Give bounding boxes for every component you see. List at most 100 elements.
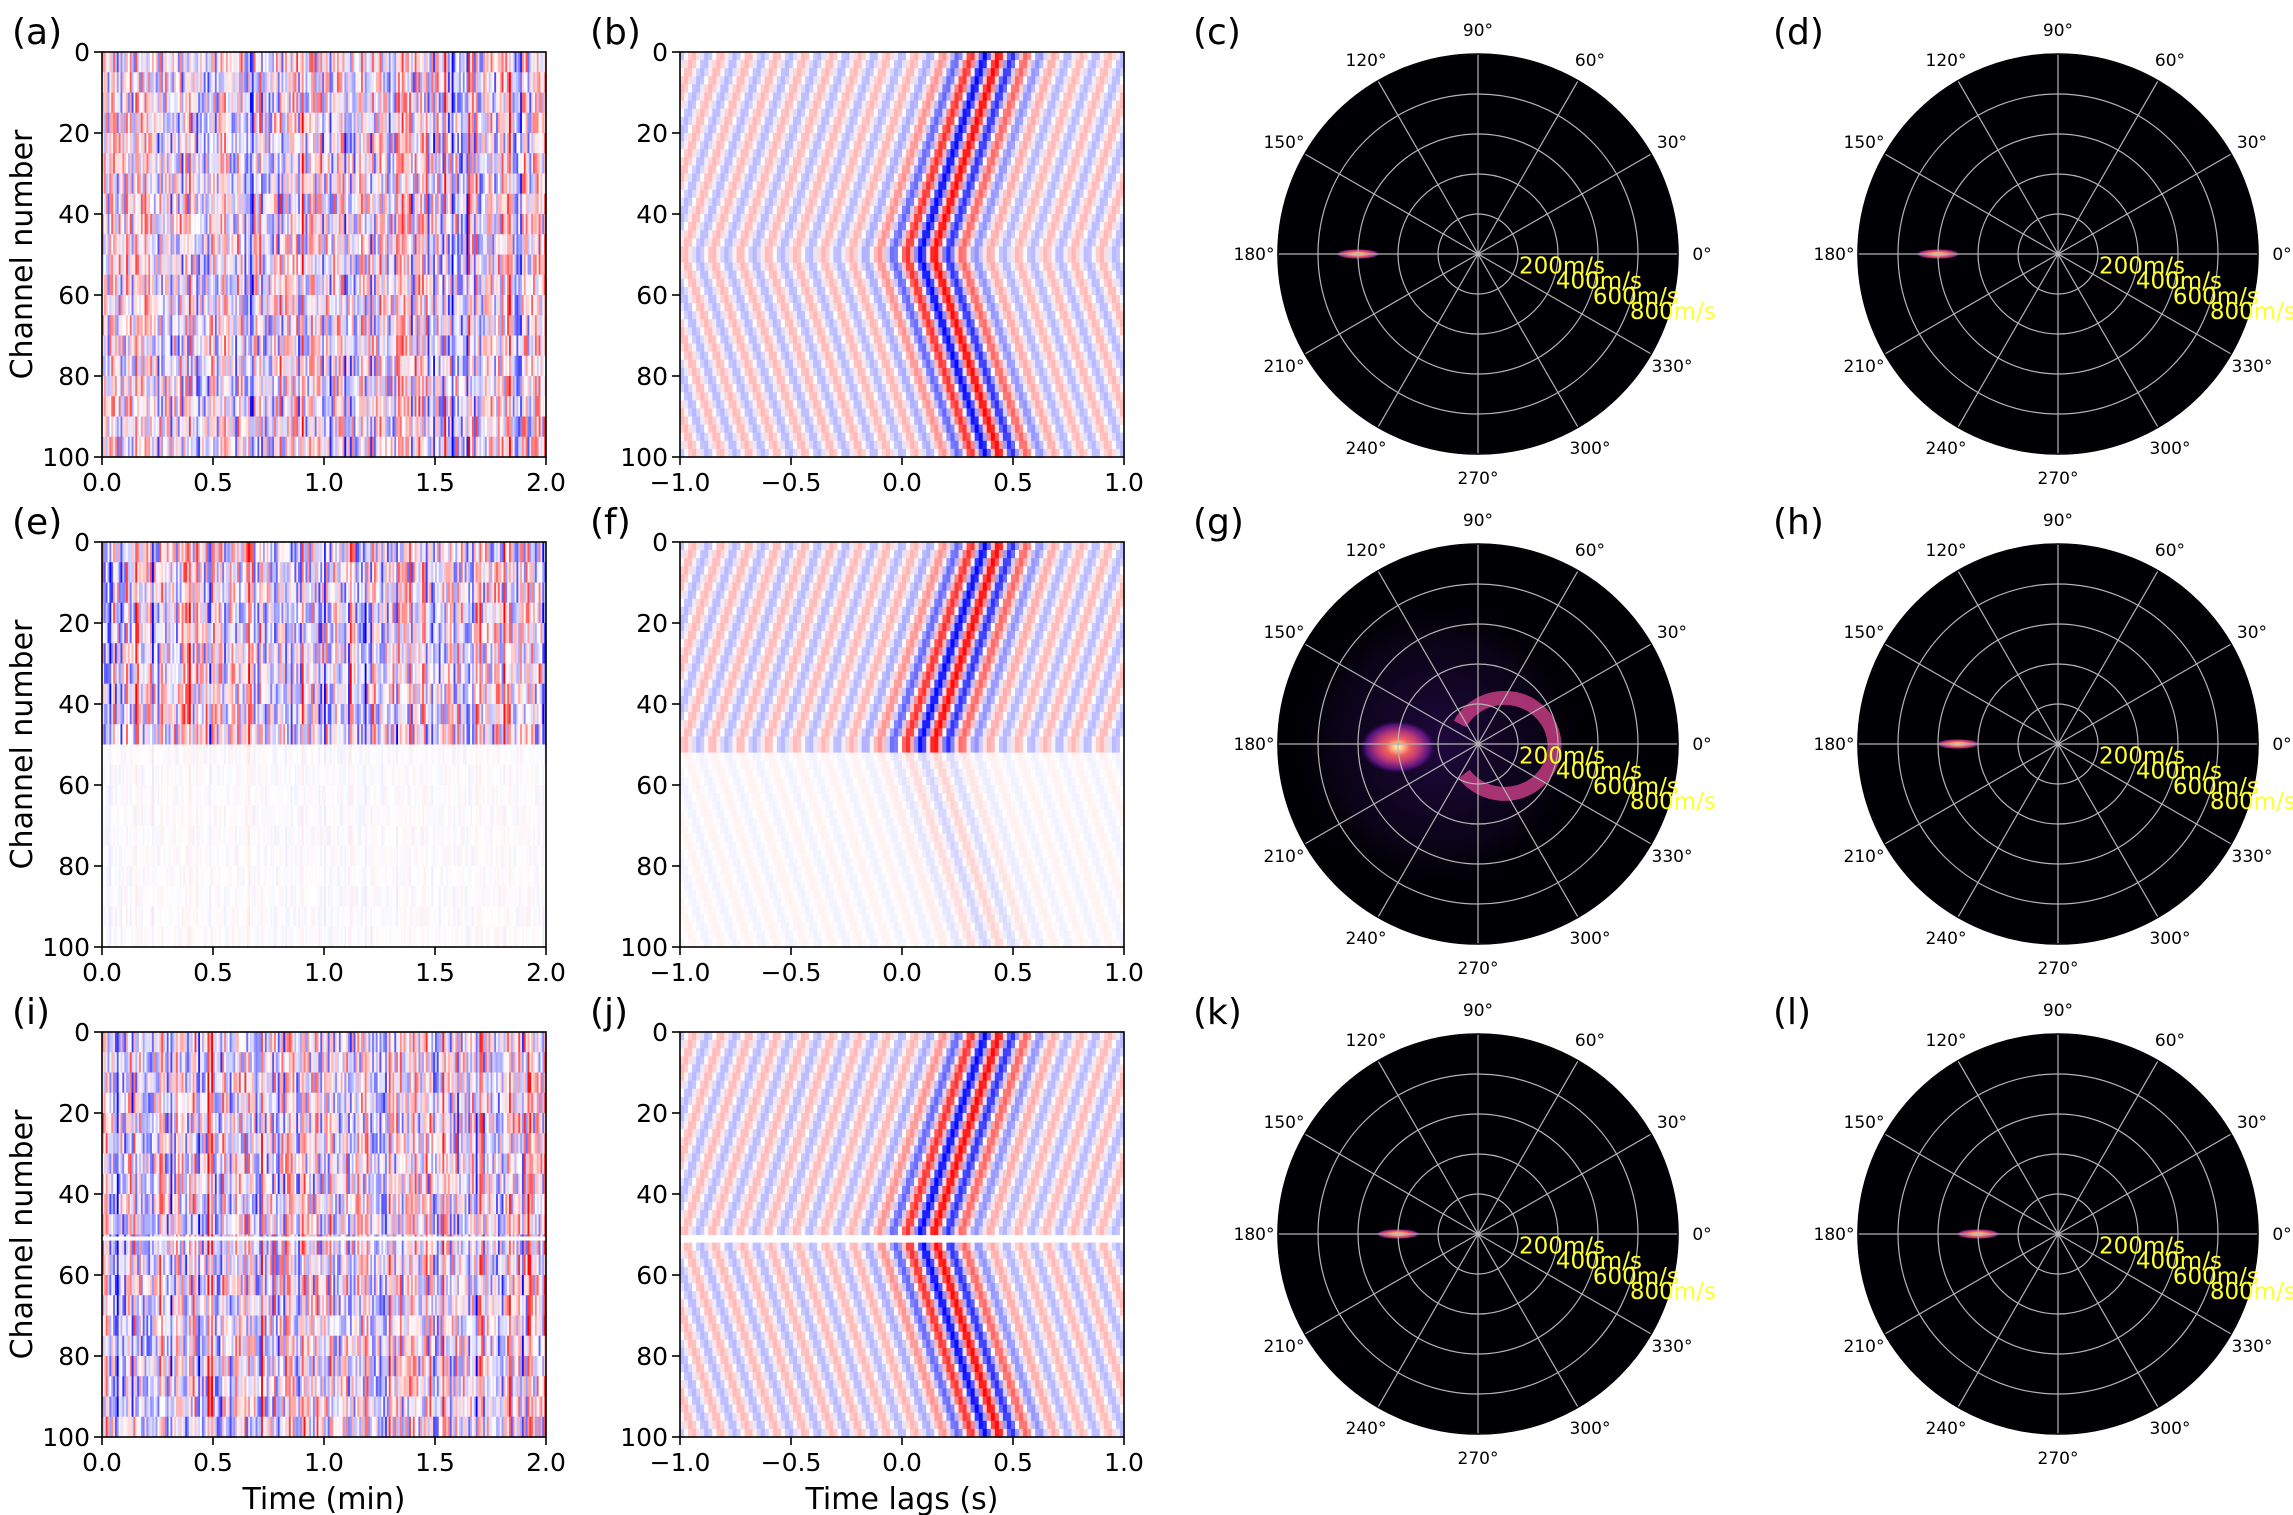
noise-cell [460,234,464,256]
noise-cell [429,254,432,276]
noise-cell [396,173,399,195]
noise-cell [233,234,236,256]
noise-cell [240,92,244,114]
noise-cell [442,234,445,256]
noise-cell [390,193,394,215]
noise-cell [372,254,375,276]
noise-cell [507,173,510,195]
noise-cell [240,214,244,235]
noise-cell [331,274,334,296]
noise-cell [205,153,209,175]
noise-cell [275,112,279,134]
noise-cell [405,274,408,296]
noise-cell [220,112,223,134]
noise-cell [388,72,392,94]
noise-cell [224,153,227,175]
noise-cell [346,254,349,276]
noise-cell [410,112,414,134]
noise-cell [159,274,162,296]
noise-cell [168,193,172,215]
noise-cell [422,274,425,296]
xcorr-cell [889,60,895,69]
xcorr-cell [1047,52,1052,61]
noise-cell [497,274,501,296]
noise-cell [207,72,210,94]
noise-cell [407,193,410,215]
noise-cell [431,274,434,296]
noise-cell [325,72,329,94]
noise-cell [418,254,421,276]
noise-cell [516,52,519,73]
noise-cell [131,133,135,154]
noise-cell [542,193,545,215]
noise-cell [516,133,519,154]
xcorr-cell [732,60,738,69]
noise-cell [361,173,364,195]
noise-cell [281,234,284,256]
noise-cell [235,214,238,235]
noise-cell [172,254,175,276]
noise-cell [531,254,534,276]
noise-cell [377,274,381,296]
noise-cell [218,173,221,195]
noise-cell [157,173,160,195]
noise-cell [425,92,429,114]
noise-cell [170,92,173,114]
noise-cell [497,112,501,134]
noise-cell [218,254,221,276]
xcorr-cell [930,52,935,61]
noise-cell [157,274,160,296]
noise-cell [237,153,240,175]
noise-cell [486,214,490,235]
noise-cell [440,214,443,235]
noise-cell [120,234,123,256]
noise-cell [240,274,244,296]
noise-cell [490,274,493,296]
noise-cell [407,112,410,134]
noise-cell [496,274,499,296]
noise-cell [394,112,397,134]
noise-cell [505,52,508,73]
noise-cell [444,274,447,296]
noise-cell [185,153,188,175]
noise-cell [322,254,325,276]
noise-cell [518,92,521,114]
noise-cell [113,214,116,235]
noise-cell [390,72,394,94]
noise-cell [238,274,242,296]
noise-cell [305,153,308,175]
noise-cell [410,193,414,215]
noise-cell [266,133,270,154]
noise-cell [116,72,120,94]
noise-cell [386,52,390,73]
xcorr-cell [764,52,770,61]
noise-cell [529,254,532,276]
noise-cell [320,92,323,114]
noise-cell [446,173,449,195]
noise-cell [348,254,351,276]
noise-cell [316,193,320,215]
xcorr-cell [849,60,855,69]
noise-cell [444,193,447,215]
noise-cell [120,274,123,296]
noise-cell [264,214,268,235]
noise-cell [190,193,194,215]
noise-cell [251,112,255,134]
noise-cell [170,173,173,195]
noise-cell [187,72,190,94]
noise-cell [410,153,414,175]
noise-cell [155,112,159,134]
noise-cell [135,133,138,154]
noise-cell [305,274,308,296]
noise-cell [124,72,127,94]
noise-cell [473,112,477,134]
noise-cell [253,133,257,154]
noise-cell [399,234,403,256]
noise-cell [497,254,501,276]
noise-cell [505,214,508,235]
noise-cell [111,254,114,276]
noise-cell [455,72,458,94]
noise-cell [201,274,205,296]
noise-cell [403,153,406,175]
noise-cell [120,72,123,94]
